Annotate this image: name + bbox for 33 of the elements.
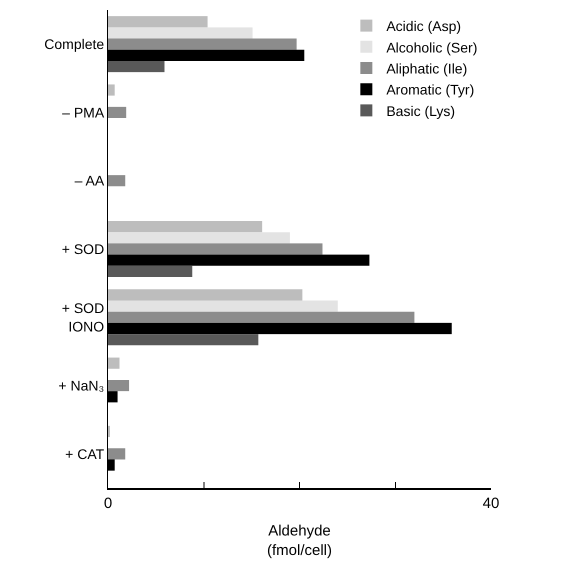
y-tick-label: + NaN₃	[58, 377, 104, 394]
bar	[108, 232, 290, 244]
bar	[108, 448, 126, 460]
bar	[108, 16, 208, 28]
bar	[108, 38, 297, 50]
y-tick-label: Complete	[44, 36, 104, 52]
bar	[108, 380, 130, 392]
y-tick-label: + SOD	[62, 240, 104, 257]
legend-label: Acidic (Asp)	[386, 18, 462, 34]
bar	[108, 221, 262, 232]
bar	[108, 312, 414, 323]
bar	[108, 84, 115, 96]
legend-label: Aliphatic (Ile)	[386, 60, 468, 76]
x-tick-label: 40	[482, 495, 500, 512]
bar	[108, 175, 126, 186]
bar	[108, 289, 302, 300]
bar	[108, 243, 322, 255]
bar	[108, 300, 338, 312]
y-tick-label: – AA	[74, 172, 105, 189]
bar	[108, 358, 120, 369]
y-tick-label: – PMA	[62, 104, 105, 120]
bar	[108, 60, 164, 72]
legend-label: Aromatic (Tyr)	[386, 82, 474, 98]
bar	[108, 27, 253, 39]
bar	[108, 266, 192, 277]
bar	[108, 334, 258, 346]
y-tick-label: + SOD IONO	[62, 300, 104, 334]
y-tick-label: + CAT	[65, 446, 105, 462]
legend-label: Alcoholic (Ser)	[386, 39, 478, 56]
legend-label: Basic (Lys)	[386, 102, 456, 119]
x-tick-label: 0	[104, 495, 112, 512]
x-axis-title: Aldehyde (fmol/cell)	[266, 522, 332, 559]
bar	[108, 106, 126, 118]
